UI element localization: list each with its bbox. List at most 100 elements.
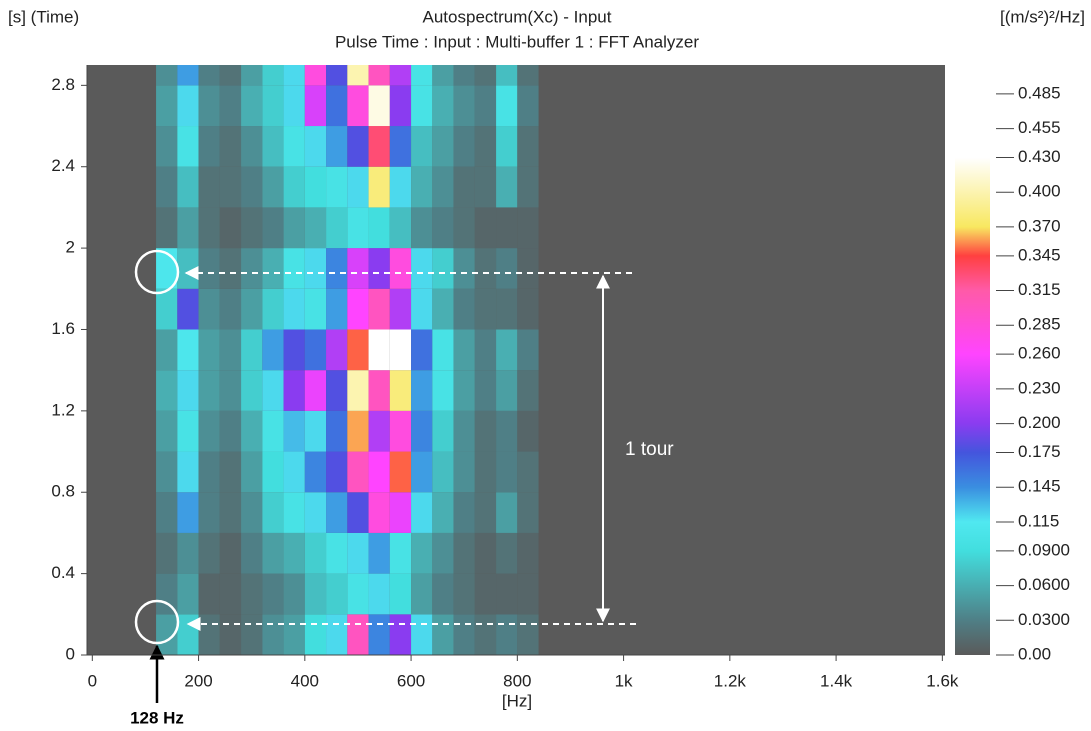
heatmap-cell bbox=[241, 573, 263, 615]
heatmap-cell bbox=[283, 207, 305, 249]
heatmap-cell bbox=[177, 329, 199, 371]
heatmap-cell bbox=[496, 85, 518, 127]
heatmap-cell bbox=[474, 370, 497, 411]
heatmap-cell bbox=[241, 370, 263, 411]
heatmap-cell bbox=[283, 85, 305, 127]
colorbar-tick-label: 0.370 bbox=[1018, 216, 1061, 235]
heatmap-cell bbox=[241, 248, 263, 289]
heatmap-cell bbox=[411, 288, 433, 330]
heatmap-cell bbox=[389, 166, 412, 208]
heatmap-cell bbox=[368, 451, 390, 493]
heatmap-cell bbox=[432, 532, 454, 574]
heatmap-cell bbox=[411, 370, 433, 411]
heatmap-cell bbox=[347, 248, 369, 289]
heatmap-cell bbox=[177, 288, 199, 330]
heatmap-cell bbox=[453, 85, 475, 127]
heatmap-cell bbox=[432, 492, 454, 533]
heatmap-cell bbox=[432, 329, 454, 371]
colorbar-tick-label: 0.400 bbox=[1018, 182, 1061, 201]
heatmap-cell bbox=[326, 85, 348, 127]
heatmap-cell bbox=[304, 573, 327, 615]
heatmap-cell bbox=[262, 65, 284, 86]
heatmap-cell bbox=[198, 370, 220, 411]
heatmap-cell bbox=[432, 410, 454, 452]
heatmap-cell bbox=[496, 65, 518, 86]
heatmap-cell bbox=[304, 614, 327, 655]
colorbar-tick-label: 0.260 bbox=[1018, 344, 1061, 363]
heatmap-cell bbox=[262, 288, 284, 330]
heatmap-cell bbox=[496, 614, 518, 655]
heatmap-cell bbox=[432, 614, 454, 655]
x-tick-label: 1.6k bbox=[926, 671, 959, 690]
heatmap-cell bbox=[496, 248, 518, 289]
heatmap-cell bbox=[453, 126, 475, 167]
colorbar-tick-label: 0.285 bbox=[1018, 315, 1061, 334]
heatmap-cell bbox=[389, 248, 412, 289]
heatmap-cell bbox=[453, 166, 475, 208]
heatmap-cell bbox=[326, 532, 348, 574]
heatmap-cell bbox=[368, 492, 390, 533]
heatmap-cell bbox=[177, 248, 199, 289]
heatmap-cell bbox=[326, 288, 348, 330]
heatmap-cell bbox=[156, 410, 178, 452]
highlight-circle bbox=[134, 249, 180, 295]
colorbar-tick-label: 0.430 bbox=[1018, 147, 1061, 166]
heatmap-cell bbox=[453, 451, 475, 493]
heatmap-cell bbox=[326, 126, 348, 167]
heatmap-cell bbox=[198, 85, 220, 127]
heatmap-cell bbox=[474, 492, 497, 533]
heatmap-cell bbox=[517, 248, 539, 289]
heatmap-cell bbox=[156, 573, 178, 615]
heatmap-cell bbox=[474, 166, 497, 208]
x-tick-label: 200 bbox=[184, 671, 212, 690]
heatmap-cell bbox=[411, 126, 433, 167]
heatmap-cell bbox=[389, 329, 412, 371]
heatmap-cell bbox=[347, 329, 369, 371]
y-tick-label: 2 bbox=[66, 238, 75, 257]
heatmap-cell bbox=[177, 492, 199, 533]
heatmap-cell bbox=[389, 614, 412, 655]
heatmap-cell bbox=[177, 573, 199, 615]
heatmap-cell bbox=[198, 614, 220, 655]
heatmap-cell bbox=[474, 573, 497, 615]
heatmap-cell bbox=[411, 207, 433, 249]
heatmap-cell bbox=[156, 329, 178, 371]
heatmap-cell bbox=[304, 532, 327, 574]
heatmap-cell bbox=[262, 329, 284, 371]
heatmap-cell bbox=[219, 288, 242, 330]
heatmap-cell bbox=[304, 248, 327, 289]
heatmap-cell bbox=[262, 614, 284, 655]
heatmap-cell bbox=[177, 532, 199, 574]
heatmap-cell bbox=[156, 492, 178, 533]
heatmap-cell bbox=[156, 126, 178, 167]
heatmap-cell bbox=[517, 207, 539, 249]
heatmap-cell bbox=[177, 166, 199, 208]
heatmap-cell bbox=[517, 573, 539, 615]
heatmap-cell bbox=[241, 288, 263, 330]
heatmap-cell bbox=[389, 492, 412, 533]
heatmap-cell bbox=[411, 65, 433, 86]
heatmap-cell bbox=[304, 451, 327, 493]
colorbar-tick-label: 0.0900 bbox=[1018, 540, 1070, 559]
y-tick-label: 1.6 bbox=[51, 319, 75, 338]
heatmap-cell bbox=[241, 614, 263, 655]
heatmap-cell bbox=[389, 207, 412, 249]
annotations: 1 tour 128 Hz bbox=[130, 249, 674, 727]
heatmap-cell bbox=[347, 288, 369, 330]
heatmap-cell bbox=[496, 410, 518, 452]
heatmap-cell bbox=[326, 614, 348, 655]
heatmap-cell bbox=[517, 85, 539, 127]
heatmap-cell bbox=[326, 573, 348, 615]
heatmap-cell bbox=[389, 288, 412, 330]
heatmap-cell bbox=[326, 166, 348, 208]
x-tick-label: 600 bbox=[397, 671, 425, 690]
x-tick-label: 400 bbox=[291, 671, 319, 690]
heatmap-cell bbox=[474, 248, 497, 289]
heatmap-cell bbox=[432, 65, 454, 86]
heatmap-cell bbox=[262, 370, 284, 411]
heatmap-cell bbox=[432, 370, 454, 411]
heatmap-cell bbox=[156, 207, 178, 249]
heatmap-cell bbox=[156, 85, 178, 127]
heatmap-cell bbox=[304, 65, 327, 86]
heatmap-cell bbox=[496, 492, 518, 533]
